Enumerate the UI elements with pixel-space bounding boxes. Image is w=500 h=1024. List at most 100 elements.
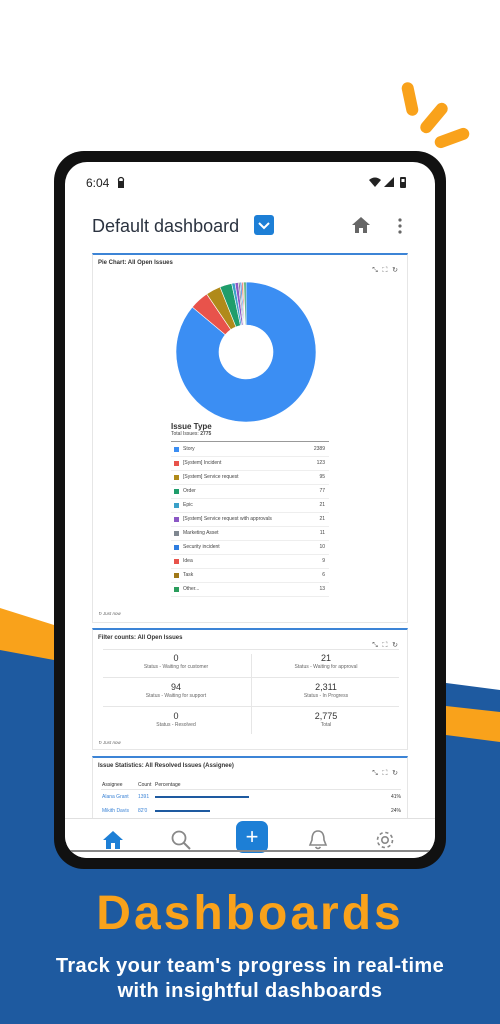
legend-title: Issue Type [171, 422, 212, 431]
filter-counts-gadget: Filter counts: All Open Issues ⤡ ⛶ ↻ 0 Stat… [92, 628, 408, 750]
status-time: 6:04 [86, 176, 110, 190]
stat-in-progress[interactable]: 2,311 Status - In Progress [303, 682, 349, 699]
legend-value: 21 [319, 502, 325, 508]
legend-label: [System] Incident [183, 460, 222, 466]
collapse-icon[interactable]: ⤡ [372, 267, 378, 274]
divider [101, 789, 401, 790]
pie-slice[interactable] [243, 281, 247, 326]
legend-value: 9 [322, 558, 325, 564]
legend-row[interactable]: Epic 21 [171, 499, 329, 513]
fullscreen-icon[interactable]: ⛶ [382, 642, 388, 649]
legend-swatch [174, 559, 179, 564]
legend-swatch [174, 461, 179, 466]
nav-notifications-icon[interactable] [307, 829, 329, 851]
stat-waiting-approval[interactable]: 21 Status - Waiting for approval [294, 653, 358, 670]
legend-row[interactable]: Security incident 10 [171, 541, 329, 555]
count-link[interactable]: 82'0 [138, 808, 148, 814]
divider [251, 654, 252, 734]
nav-search-icon[interactable] [170, 829, 192, 851]
dashboard-content[interactable]: Pie Chart: All Open Issues ⤡ ⛶ ↻ Issue Typ… [92, 253, 408, 818]
issue-statistics-gadget: Issue Statistics: All Resolved Issues (A… [92, 756, 408, 818]
gadget-actions: ⤡ ⛶ ↻ [369, 634, 401, 649]
legend-value: 77 [319, 488, 325, 494]
percentage-bar [155, 810, 211, 812]
legend-value: 13 [319, 586, 325, 592]
promo-headline: Dashboards [96, 887, 404, 940]
legend-row[interactable]: Idea 9 [171, 555, 329, 569]
legend-label: Story [183, 446, 195, 452]
bottom-navigation: + [65, 818, 435, 858]
gadget-title: Pie Chart: All Open Issues [98, 260, 173, 266]
legend-label: Other... [183, 586, 200, 592]
legend-value: 6 [322, 572, 325, 578]
nav-home-icon[interactable] [102, 829, 124, 851]
gadget-title: Filter counts: All Open Issues [98, 635, 183, 641]
legend-row[interactable]: Order 77 [171, 485, 329, 499]
legend-row[interactable]: [System] Service request with approvals 2… [171, 513, 329, 527]
collapse-icon[interactable]: ⤡ [372, 770, 378, 777]
lock-icon [117, 176, 125, 188]
create-button[interactable]: + [236, 821, 268, 853]
column-header-assignee: Assignee [102, 782, 123, 788]
plus-icon: + [245, 824, 259, 849]
promo-tagline: Track your team's progress in real-time … [55, 955, 445, 1002]
legend-value: 21 [319, 516, 325, 522]
fullscreen-icon[interactable]: ⛶ [382, 770, 388, 777]
refresh-icon[interactable]: ↻ [392, 267, 398, 274]
phone-screen: 6:04 Default dashboard [65, 162, 435, 858]
legend-value: 2389 [313, 446, 325, 452]
pie-updated-text: ↻ Just now [98, 611, 121, 616]
legend-swatch [174, 489, 179, 494]
signal-battery-icons [369, 177, 406, 188]
divider [103, 649, 399, 650]
legend-swatch [174, 517, 179, 522]
legend-swatch [174, 545, 179, 550]
percentage-value: 24% [390, 808, 401, 814]
home-icon[interactable] [352, 217, 370, 233]
stat-total[interactable]: 2,775 Total [314, 711, 338, 728]
nav-settings-icon[interactable] [374, 829, 396, 851]
gesture-bar [69, 850, 431, 852]
pie-chart [175, 281, 317, 423]
legend-divider [171, 441, 329, 442]
legend-label: Epic [183, 502, 193, 508]
count-link[interactable]: 1391 [138, 794, 150, 800]
legend-label: Idea [183, 558, 193, 564]
legend-swatch [174, 447, 179, 452]
refresh-icon[interactable]: ↻ [392, 770, 398, 777]
fullscreen-icon[interactable]: ⛶ [382, 267, 388, 274]
legend-label: Task [183, 572, 194, 578]
refresh-icon[interactable]: ↻ [392, 642, 398, 649]
collapse-icon[interactable]: ⤡ [372, 642, 378, 649]
phone-frame: 6:04 Default dashboard [54, 151, 446, 869]
stat-resolved[interactable]: 0 Status - Resolved [156, 711, 196, 728]
sparkle-decoration-icon [401, 82, 470, 149]
dashboard-dropdown-button[interactable] [254, 215, 274, 235]
legend-row[interactable]: [System] Service request 95 [171, 471, 329, 485]
pie-slice[interactable] [175, 281, 317, 423]
legend-row[interactable]: Story 2389 [171, 443, 329, 457]
legend-row[interactable]: [System] Incident 123 [171, 457, 329, 471]
legend-row[interactable]: Task 6 [171, 569, 329, 583]
legend-total: Total Issues: 2775 [171, 431, 212, 437]
legend-value: 95 [319, 474, 325, 480]
legend-row[interactable]: Other... 13 [171, 583, 329, 597]
legend-row[interactable]: Marketing Asset 11 [171, 527, 329, 541]
assignee-link[interactable]: Mikith Davis [102, 808, 129, 814]
legend-label: [System] Service request with approvals [183, 516, 272, 522]
dashboard-title[interactable]: Default dashboard [92, 216, 240, 236]
stat-waiting-customer[interactable]: 0 Status - Waiting for customer [143, 653, 209, 670]
stat-waiting-support[interactable]: 94 Status - Waiting for support [145, 682, 207, 699]
legend-swatch [174, 503, 179, 508]
legend-label: Marketing Asset [183, 530, 219, 536]
more-options-icon[interactable] [395, 216, 405, 236]
assignee-link[interactable]: Alana Grant [102, 794, 129, 800]
column-header-count: Count [138, 782, 152, 788]
column-header-percentage: Percentage [155, 782, 181, 788]
legend-value: 10 [319, 544, 325, 550]
legend-label: [System] Service request [183, 474, 239, 480]
legend-label: Security incident [183, 544, 220, 550]
gadget-actions: ⤡ ⛶ ↻ [369, 762, 401, 777]
status-bar: 6:04 [65, 162, 435, 204]
percentage-bar [155, 796, 250, 798]
